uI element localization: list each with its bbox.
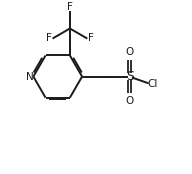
Text: F: F (46, 33, 52, 43)
Text: O: O (126, 96, 134, 106)
Text: O: O (126, 47, 134, 57)
Text: N: N (26, 72, 33, 82)
Text: Cl: Cl (148, 78, 158, 89)
Text: F: F (88, 33, 94, 43)
Text: F: F (67, 2, 73, 12)
Text: S: S (126, 70, 134, 83)
